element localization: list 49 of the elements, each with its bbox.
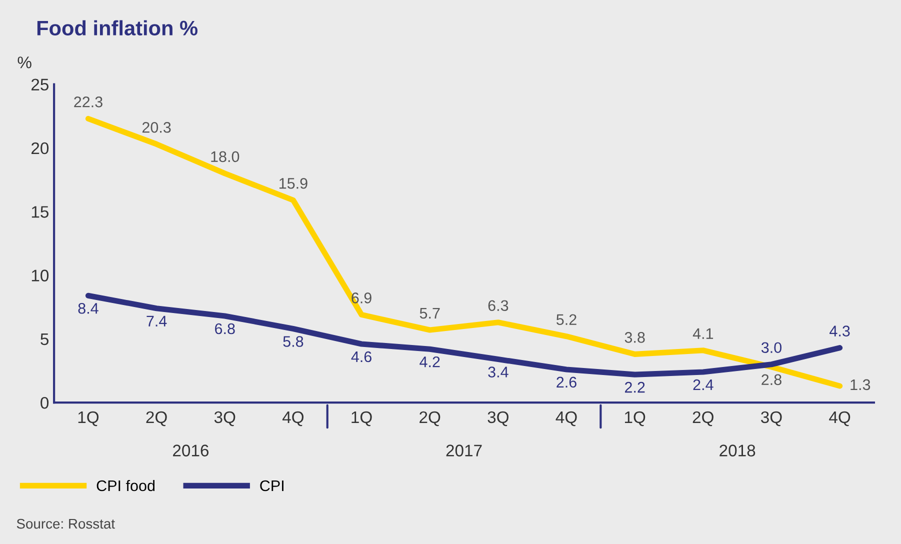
data-label: 4.6 bbox=[351, 351, 372, 362]
y-tick-label: 20 bbox=[32, 142, 49, 154]
data-label: 7.4 bbox=[146, 316, 167, 326]
x-tick-label: 3Q bbox=[761, 411, 782, 426]
y-tick-label: 15 bbox=[32, 206, 48, 218]
data-label: 4.1 bbox=[692, 328, 714, 339]
data-label: 5.7 bbox=[420, 308, 440, 319]
legend-label: CPI food bbox=[96, 480, 155, 492]
data-label: 2.8 bbox=[762, 374, 782, 386]
data-label: 4.3 bbox=[830, 326, 850, 336]
text: 2016 bbox=[173, 444, 209, 456]
data-label: 2.2 bbox=[624, 382, 645, 393]
y-tick-label: 25 bbox=[32, 78, 48, 91]
data-label: 4.2 bbox=[420, 356, 440, 368]
data-label: 2.4 bbox=[693, 379, 714, 390]
x-tick-label: 3Q bbox=[488, 411, 508, 426]
y-tick-label: 0 bbox=[40, 396, 49, 409]
text: 2017 bbox=[446, 444, 482, 456]
data-label: 8.4 bbox=[78, 302, 98, 314]
data-label: 22.3 bbox=[74, 96, 102, 108]
x-tick-label: 1Q bbox=[78, 411, 99, 426]
x-tick-label: 4Q bbox=[282, 411, 304, 426]
x-tick-label: 2Q bbox=[420, 411, 440, 426]
x-tick-label: 3Q bbox=[214, 411, 236, 426]
text: 2018 bbox=[720, 444, 756, 456]
data-label: 3.0 bbox=[761, 342, 782, 354]
x-tick-label: 4Q bbox=[556, 411, 577, 426]
y-tick-label: 5 bbox=[40, 333, 48, 346]
data-label: 6.3 bbox=[488, 300, 508, 312]
data-label: 5.2 bbox=[556, 314, 576, 326]
chart-title: Food inflation % bbox=[37, 20, 198, 36]
data-label: 6.8 bbox=[215, 323, 235, 334]
legend-label: CPI bbox=[260, 480, 284, 492]
y-axis-title: % bbox=[18, 56, 32, 68]
data-label: 20.3 bbox=[142, 122, 171, 133]
x-tick-label: 2Q bbox=[692, 411, 714, 426]
y-tick-label: 10 bbox=[32, 270, 49, 282]
data-label: 3.8 bbox=[624, 332, 645, 343]
x-tick-label: 1Q bbox=[624, 411, 646, 426]
source-note: Source: Rosstat bbox=[16, 518, 115, 529]
data-label: 3.4 bbox=[488, 366, 508, 378]
data-label: 15.9 bbox=[280, 178, 308, 189]
x-tick-label: 4Q bbox=[829, 411, 850, 426]
data-label: 18.0 bbox=[211, 151, 240, 162]
data-label: 2.6 bbox=[556, 376, 576, 388]
x-tick-label: 1Q bbox=[352, 411, 372, 426]
data-label: 5.8 bbox=[283, 336, 304, 347]
data-label: 1.3 bbox=[850, 379, 870, 390]
x-tick-label: 2Q bbox=[146, 411, 167, 426]
